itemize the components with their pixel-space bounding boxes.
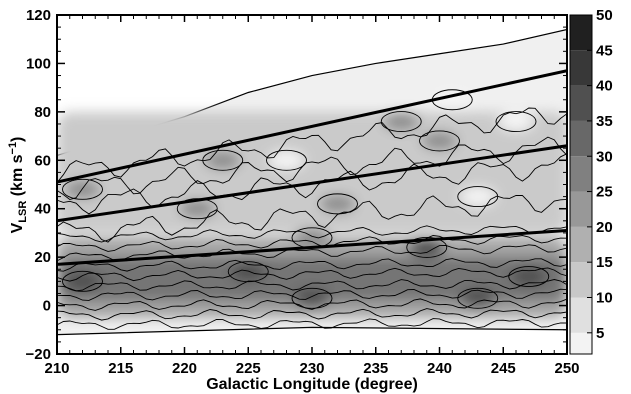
feature-clump-2-5 bbox=[459, 289, 496, 308]
y-axis-title-sub: LSR bbox=[17, 201, 29, 223]
contour-clump-5-0 bbox=[266, 149, 307, 171]
feature-clump-2-4 bbox=[294, 289, 330, 308]
colorbar-tick-label: 40 bbox=[596, 78, 613, 95]
x-tick-label: 210 bbox=[44, 360, 69, 377]
contour-clump-2-4 bbox=[291, 287, 333, 309]
feature-clump-4-5 bbox=[179, 199, 216, 218]
colorbar: 5 10 15 20 25 30 35 40 45 50 bbox=[569, 7, 613, 355]
x-axis-title: Galactic Longitude (degree) bbox=[206, 376, 418, 393]
feature-band-1 bbox=[57, 257, 567, 301]
x-tick-label: 240 bbox=[427, 360, 452, 377]
colorbar-tick-label: 5 bbox=[596, 325, 604, 342]
y-axis-title-main: V bbox=[9, 222, 26, 233]
feature-band-3 bbox=[57, 111, 567, 233]
colorbar-step bbox=[570, 226, 592, 263]
colorbar-tick-label: 35 bbox=[596, 113, 613, 130]
contour-clump-2-5 bbox=[457, 287, 499, 309]
contour-band-1 bbox=[57, 308, 567, 321]
colorbar-tick-label: 45 bbox=[596, 42, 613, 59]
colorbar-step bbox=[570, 332, 592, 354]
contour-band-0 bbox=[57, 318, 567, 330]
x-tick-label: 215 bbox=[108, 360, 133, 377]
contour-band-5 bbox=[57, 267, 567, 282]
contour-clump-2-3 bbox=[508, 266, 550, 287]
y-axis-title-close: ) bbox=[9, 137, 26, 142]
feature-clump-4-6 bbox=[294, 228, 330, 247]
contour-outer-0 bbox=[57, 194, 567, 243]
colorbar-step bbox=[570, 297, 592, 333]
feature-clump-5-3 bbox=[498, 112, 534, 131]
contour-clump-2-2 bbox=[406, 237, 448, 258]
feature-clump-4-4 bbox=[421, 131, 458, 150]
colorbar-tick-label: 30 bbox=[596, 148, 613, 165]
contour-clump-5-3 bbox=[495, 111, 537, 132]
contour-band-3 bbox=[57, 288, 567, 301]
colorbar-tick-label: 25 bbox=[596, 184, 613, 201]
arm-line-0 bbox=[57, 69, 567, 184]
contour-outer-1 bbox=[57, 153, 567, 215]
x-tick-label: 230 bbox=[299, 360, 324, 377]
y-axis-title-unit: (km s bbox=[9, 154, 26, 200]
colorbar-step bbox=[570, 15, 592, 51]
x-tick-label: 225 bbox=[236, 360, 261, 377]
contour-band-2 bbox=[57, 298, 567, 311]
x-tick-label: 250 bbox=[554, 360, 579, 377]
contour-clump-4-4 bbox=[419, 130, 460, 152]
contour-clump-4-3 bbox=[380, 111, 422, 132]
colorbar-tick-label: 20 bbox=[596, 219, 613, 236]
colorbar-tick-label: 50 bbox=[596, 7, 613, 24]
colorbar-tick-label: 10 bbox=[596, 290, 613, 307]
y-tick-label: −20 bbox=[26, 346, 51, 363]
y-tick-label: 100 bbox=[26, 55, 51, 72]
feature-clump-2-3 bbox=[510, 267, 547, 286]
colorbar-tick-label: 15 bbox=[596, 254, 613, 271]
colorbar-step bbox=[570, 262, 592, 298]
feature-clump-4-3 bbox=[383, 112, 420, 131]
contour-clump-2-0 bbox=[62, 270, 103, 292]
contour-band-6 bbox=[57, 258, 567, 272]
contour-clump-5-1 bbox=[457, 186, 499, 208]
y-tick-label: 120 bbox=[26, 7, 51, 24]
y-tick-label: 60 bbox=[34, 152, 51, 169]
colorbar-step bbox=[570, 120, 592, 157]
x-tick-label: 220 bbox=[172, 360, 197, 377]
contour-band-8 bbox=[57, 235, 567, 252]
contour-band-9 bbox=[57, 225, 567, 243]
contour-band-7 bbox=[57, 244, 567, 262]
contour-clump-4-2 bbox=[317, 193, 358, 215]
colorbar-step bbox=[570, 156, 592, 192]
contour-outer-3 bbox=[57, 107, 567, 183]
y-axis: −20 0 20 40 60 80 100 120 bbox=[26, 7, 567, 363]
x-tick-label: 235 bbox=[363, 360, 388, 377]
x-tick-label: 245 bbox=[491, 360, 516, 377]
colorbar-step bbox=[570, 191, 592, 227]
feature-clump-4-1 bbox=[204, 151, 241, 170]
feature-clump-2-1 bbox=[230, 262, 267, 281]
y-tick-label: 80 bbox=[34, 104, 51, 121]
contour-clump-4-1 bbox=[202, 149, 244, 171]
y-tick-label: 20 bbox=[34, 249, 51, 266]
arm-line-2 bbox=[57, 229, 567, 266]
y-axis-title-sup: −1 bbox=[7, 142, 19, 155]
y-axis-title: VLSR (km s−1) bbox=[7, 137, 29, 234]
y-tick-label: 40 bbox=[34, 201, 51, 218]
contour-outer-2 bbox=[57, 136, 567, 200]
arm-boundary-lines bbox=[57, 69, 567, 266]
colorbar-step bbox=[570, 85, 592, 121]
feature-clump-5-1 bbox=[459, 187, 496, 206]
arm-line-1 bbox=[57, 144, 567, 223]
contour-clump-2-1 bbox=[227, 261, 269, 283]
feature-clump-4-2 bbox=[319, 194, 356, 213]
x-axis: 210 215 220 225 230 235 240 245 250 bbox=[44, 15, 580, 377]
colorbar-step bbox=[570, 50, 592, 86]
colorbar-frame bbox=[569, 14, 593, 355]
y-tick-label: 0 bbox=[43, 298, 51, 315]
feature-clump-5-0 bbox=[268, 151, 305, 170]
contour-band-4 bbox=[57, 279, 567, 292]
contour-lines bbox=[57, 89, 567, 330]
contour-clump-4-0 bbox=[62, 178, 103, 200]
